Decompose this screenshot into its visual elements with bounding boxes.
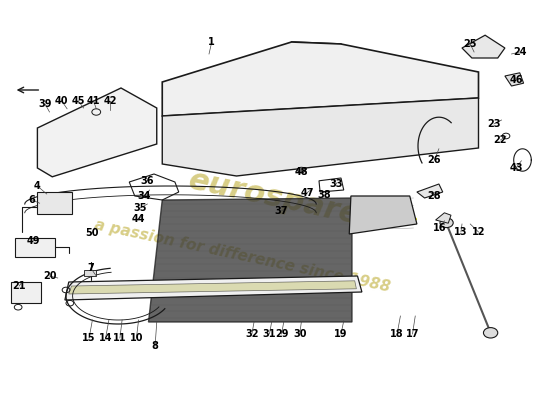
Text: 40: 40 <box>55 96 68 106</box>
Text: 45: 45 <box>72 96 85 106</box>
Text: 29: 29 <box>275 329 288 339</box>
Text: 47: 47 <box>300 188 313 198</box>
Text: 14: 14 <box>99 333 112 343</box>
Polygon shape <box>417 184 443 198</box>
Circle shape <box>483 328 498 338</box>
Polygon shape <box>65 276 362 300</box>
Text: 50: 50 <box>86 228 99 238</box>
Text: 41: 41 <box>87 96 100 106</box>
Text: 23: 23 <box>487 119 500 129</box>
Bar <box>84 270 96 276</box>
Text: 17: 17 <box>406 329 419 339</box>
Polygon shape <box>505 73 524 86</box>
Circle shape <box>298 167 305 173</box>
Text: 11: 11 <box>113 333 127 343</box>
Text: 28: 28 <box>428 191 441 201</box>
Polygon shape <box>162 98 478 176</box>
Text: 13: 13 <box>454 227 467 237</box>
Text: 19: 19 <box>334 329 348 339</box>
Bar <box>15 238 55 257</box>
Text: 43: 43 <box>509 163 522 173</box>
Text: 46: 46 <box>509 75 522 85</box>
Text: 34: 34 <box>138 191 151 201</box>
Text: 15: 15 <box>82 333 96 343</box>
Text: 42: 42 <box>103 96 117 106</box>
Text: 21: 21 <box>13 281 26 291</box>
Text: 36: 36 <box>141 176 154 186</box>
Text: 37: 37 <box>275 206 288 216</box>
Text: eurospares: eurospares <box>186 166 381 234</box>
Polygon shape <box>462 35 505 58</box>
Text: 49: 49 <box>26 236 40 246</box>
Text: 20: 20 <box>43 271 56 281</box>
Polygon shape <box>37 88 157 177</box>
Text: 8: 8 <box>152 341 158 351</box>
Text: 22: 22 <box>494 135 507 145</box>
Text: 31: 31 <box>263 329 276 339</box>
Polygon shape <box>436 213 451 223</box>
Text: 16: 16 <box>433 223 447 233</box>
Polygon shape <box>162 42 478 116</box>
Text: 48: 48 <box>295 167 308 177</box>
Text: a passion for difference since 1988: a passion for difference since 1988 <box>93 217 391 295</box>
Text: 7: 7 <box>87 263 94 273</box>
Text: 30: 30 <box>293 329 306 339</box>
Bar <box>37 192 72 214</box>
Text: 6: 6 <box>29 195 35 205</box>
Text: 26: 26 <box>428 155 441 165</box>
Text: 38: 38 <box>318 190 331 200</box>
Bar <box>11 282 41 303</box>
Text: 39: 39 <box>39 99 52 109</box>
Text: 25: 25 <box>464 39 477 49</box>
Polygon shape <box>148 198 352 322</box>
Text: 35: 35 <box>134 203 147 213</box>
Polygon shape <box>349 196 417 234</box>
Polygon shape <box>69 281 356 294</box>
Circle shape <box>440 218 453 228</box>
Text: 10: 10 <box>130 333 143 343</box>
Text: 33: 33 <box>330 179 343 189</box>
Text: 32: 32 <box>245 329 258 339</box>
Text: 24: 24 <box>513 47 526 57</box>
Text: 44: 44 <box>132 214 145 224</box>
Text: 12: 12 <box>472 227 485 237</box>
Text: 18: 18 <box>390 329 404 339</box>
Text: 1: 1 <box>208 37 215 47</box>
Text: 4: 4 <box>34 181 41 191</box>
